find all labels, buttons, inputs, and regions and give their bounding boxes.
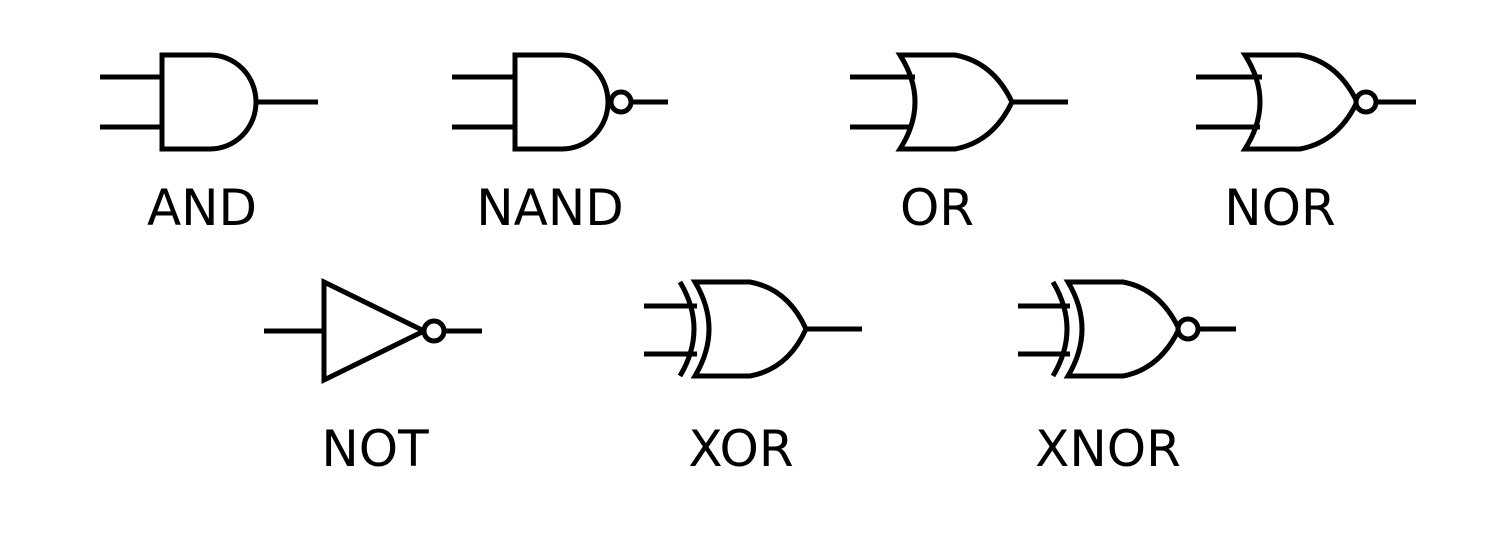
xor-gate-icon xyxy=(644,279,862,379)
gate-label-not: NOT xyxy=(321,420,429,478)
gate-label-nor: NOR xyxy=(1224,179,1336,237)
gate-label-xnor: XNOR xyxy=(1035,420,1181,478)
not-gate-icon xyxy=(264,277,482,385)
gate-label-nand: NAND xyxy=(476,179,624,237)
nor-gate-icon xyxy=(1196,52,1416,152)
and-gate-icon xyxy=(100,52,318,152)
or-gate-icon xyxy=(850,52,1068,152)
xnor-gate-icon xyxy=(1018,279,1236,379)
nand-gate-icon xyxy=(452,52,668,152)
gate-label-and: AND xyxy=(146,179,258,237)
gate-label-xor: XOR xyxy=(688,420,794,478)
gate-label-or: OR xyxy=(899,179,975,237)
